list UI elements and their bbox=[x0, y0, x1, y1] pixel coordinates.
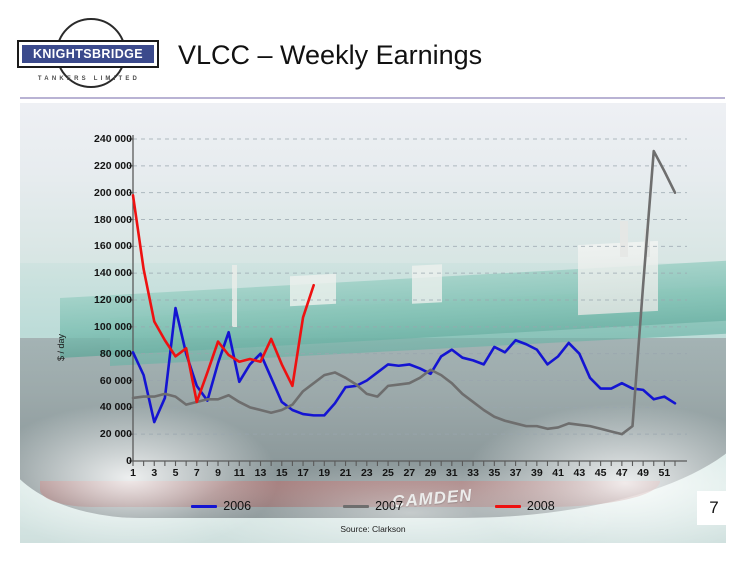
chart-legend: 2006 2007 2008 bbox=[20, 495, 726, 517]
x-axis-tick: 7 bbox=[193, 467, 200, 479]
x-axis-tick: 21 bbox=[339, 467, 352, 479]
x-axis-tick: 33 bbox=[467, 467, 479, 479]
x-axis-tick: 17 bbox=[297, 467, 309, 479]
x-axis-tick-labels: 1 3 5 7 9 11 13 15 17 19 21 23 25 27 29 31 33 35 37 39 41 43 4… bbox=[20, 467, 726, 487]
y-axis-tick: 0 bbox=[126, 455, 132, 467]
x-axis-tick: 27 bbox=[403, 467, 416, 479]
x-axis-tick: 11 bbox=[233, 467, 245, 479]
chart-source-note: Source: Clarkson bbox=[340, 524, 406, 534]
series-line-2007 bbox=[131, 149, 677, 436]
x-axis-tick: 51 bbox=[658, 467, 671, 479]
photo-sea-foam-center bbox=[200, 463, 620, 543]
logo-wordmark: KNIGHTSBRIDGE bbox=[32, 47, 144, 61]
logo-tagline: TANKERS LIMITED bbox=[37, 76, 141, 82]
y-axis-tick: 220 000 bbox=[94, 159, 132, 172]
y-axis-tick: 20 000 bbox=[99, 428, 132, 441]
x-axis-tick: 1 bbox=[130, 467, 136, 479]
y-axis-tick: 120 000 bbox=[94, 294, 132, 306]
legend-label-2008: 2008 bbox=[526, 499, 555, 513]
y-axis-tick-labels: 0 20 000 40 000 60 000 80 000 100 000 120 000 1… bbox=[62, 103, 132, 543]
y-axis-tick: 140 000 bbox=[94, 267, 132, 280]
series-line-2006 bbox=[131, 306, 677, 424]
logo-plate: KNIGHTSBRIDGE bbox=[17, 40, 159, 68]
x-axis-tick: 49 bbox=[637, 467, 649, 479]
x-axis-tick: 43 bbox=[573, 467, 586, 479]
series-line-2008 bbox=[131, 194, 315, 404]
x-axis-tick: 15 bbox=[275, 467, 288, 479]
page-title: VLCC – Weekly Earnings bbox=[178, 40, 483, 70]
y-axis-tick: 200 000 bbox=[94, 186, 132, 199]
y-axis-tick: 60 000 bbox=[99, 374, 132, 387]
x-axis-tick: 19 bbox=[318, 467, 331, 479]
legend-label-2007: 2007 bbox=[375, 499, 403, 513]
photo-ship-crane bbox=[232, 265, 237, 327]
chart-plot-area bbox=[129, 135, 687, 466]
x-axis-tick: 3 bbox=[151, 467, 158, 479]
y-axis-tick: 160 000 bbox=[94, 240, 132, 253]
x-axis-tick: 25 bbox=[382, 467, 394, 479]
y-axis-tick: 240 000 bbox=[94, 133, 132, 145]
x-axis-tick: 23 bbox=[360, 467, 373, 479]
x-axis-tick: 47 bbox=[616, 467, 628, 479]
tanker-photo-background: CAMDEN bbox=[20, 103, 726, 543]
header-divider bbox=[20, 97, 725, 99]
knightsbridge-logo: KNIGHTSBRIDGE TANKERS LIMITED bbox=[12, 18, 164, 90]
x-axis-tick: 35 bbox=[488, 467, 501, 479]
photo-ship-mast bbox=[620, 221, 628, 257]
logo-plate-inner: KNIGHTSBRIDGE bbox=[22, 45, 154, 63]
y-axis-tick: 40 000 bbox=[99, 401, 132, 414]
x-axis-tick: 31 bbox=[445, 467, 458, 479]
legend-label-2006: 2006 bbox=[223, 499, 252, 513]
slide-header: KNIGHTSBRIDGE TANKERS LIMITED VLCC – Wee… bbox=[0, 0, 743, 99]
y-axis-tick: 180 000 bbox=[94, 213, 132, 226]
x-axis-tick: 29 bbox=[424, 467, 437, 479]
legend-swatch-2007 bbox=[343, 504, 370, 508]
x-axis-tick: 45 bbox=[594, 467, 607, 479]
x-axis-tick: 37 bbox=[509, 467, 522, 479]
line-chart: $ / day 0 20 000 40 000 60 000 80 000 100 000… bbox=[20, 103, 726, 543]
legend-item-2008[interactable]: 2008 bbox=[494, 499, 555, 513]
x-axis-tick: 39 bbox=[530, 467, 543, 479]
x-axis-tick: 13 bbox=[254, 467, 267, 479]
chart-panel: CAMDEN $ / day 0 20 000 40 000 60 000 80 000… bbox=[20, 103, 726, 543]
legend-item-2007[interactable]: 2007 bbox=[343, 499, 403, 513]
legend-swatch-2006 bbox=[191, 504, 218, 508]
x-axis-tick: 41 bbox=[552, 467, 564, 479]
legend-swatch-2008 bbox=[494, 504, 521, 508]
page-number: 7 bbox=[697, 491, 731, 525]
x-axis-tick: 9 bbox=[215, 467, 221, 479]
x-axis-tick: 5 bbox=[172, 467, 179, 479]
legend-item-2006[interactable]: 2006 bbox=[191, 499, 251, 513]
y-axis-tick: 80 000 bbox=[99, 347, 132, 360]
y-axis-tick: 100 000 bbox=[94, 320, 132, 333]
